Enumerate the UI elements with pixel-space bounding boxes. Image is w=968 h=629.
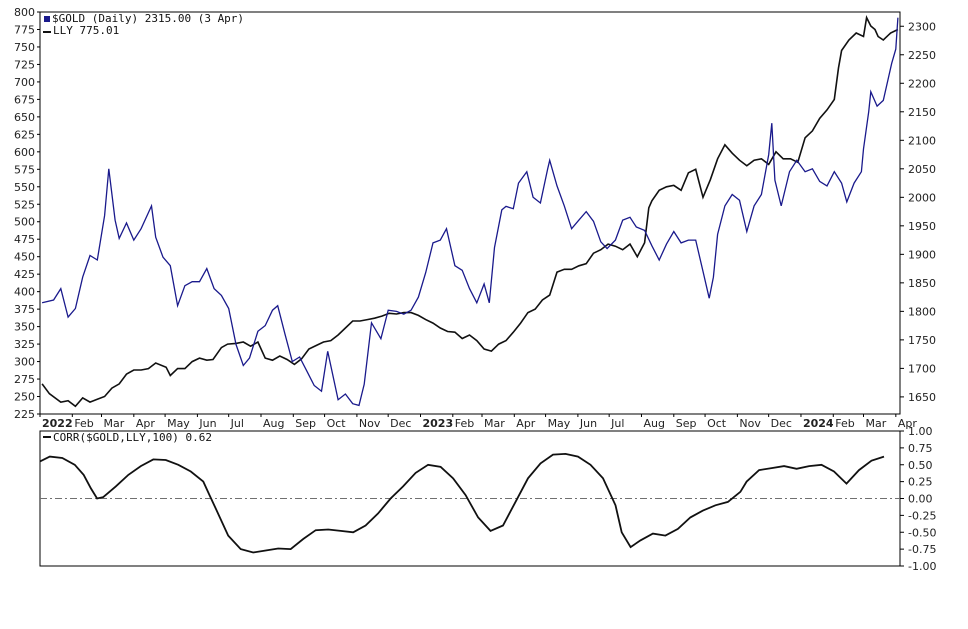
correlation-tick-label: 0.00 [908,493,933,506]
correlation-tick-label: -0.75 [908,543,936,556]
left-axis-tick-label: 750 [14,41,35,54]
date-axis-tick-label: Mar [866,417,887,430]
date-axis-tick-label: Dec [390,417,411,430]
right-axis-tick-label: 1700 [908,362,936,375]
left-axis-tick-label: 300 [14,356,35,369]
right-axis-tick-label: 2200 [908,77,936,90]
line-icon [43,31,51,33]
date-axis-tick-label: Oct [707,417,727,430]
correlation-legend: CORR($GOLD,LLY,100) 0.62 [43,431,212,444]
correlation-line [39,452,885,554]
right-axis-tick-label: 2300 [908,20,936,33]
left-axis-tick-label: 425 [14,268,35,281]
legend-item-lly: LLY 775.01 [43,24,119,37]
date-axis-tick-label: Feb [835,417,854,430]
date-axis-tick-label: Jun [579,417,597,430]
candlestick-icon [44,16,50,22]
legend-label-gold: $GOLD (Daily) 2315.00 (3 Apr) [52,12,244,25]
date-axis-tick-label: Aug [643,417,664,430]
right-axis-tick-label: 2250 [908,49,936,62]
left-axis-tick-label: 675 [14,93,35,106]
gold-price-line [41,17,899,407]
legend-label-correlation: CORR($GOLD,LLY,100) 0.62 [53,431,212,444]
date-axis-tick-label: Jun [198,417,216,430]
right-axis-tick-label: 1650 [908,391,936,404]
right-axis-tick-label: 2000 [908,191,936,204]
legend-item-gold: $GOLD (Daily) 2315.00 (3 Apr) [44,12,244,25]
date-axis-tick-label: Jul [230,417,244,430]
left-axis-tick-label: 325 [14,338,35,351]
left-axis-tick-label: 250 [14,391,35,404]
date-axis-tick-label: Oct [327,417,347,430]
left-axis-tick-label: 625 [14,128,35,141]
date-axis-tick-label: May [167,417,190,430]
left-axis-tick-label: 775 [14,23,35,36]
left-axis-tick-label: 800 [14,6,35,19]
date-axis-tick-label: Sep [676,417,697,430]
left-axis-tick-label: 525 [14,198,35,211]
left-axis-tick-label: 275 [14,373,35,386]
left-axis-tick-label: 650 [14,111,35,124]
left-axis-tick-label: 225 [14,408,35,421]
left-axis-tick-label: 450 [14,251,35,264]
right-axis-ticks: 1650 1700 1750 1800 1850 1900 1950 2000 2050 2100… [900,20,936,404]
right-axis-tick-label: 1850 [908,277,936,290]
lly-price-line [41,15,899,408]
price-panel-frame [39,11,901,415]
correlation-panel: 1.00 0.75 0.50 0.25 0.00 -0.25 -0.50 -0.75 -1.00… [39,425,936,573]
date-axis-tick-label: Apr [516,417,536,430]
price-legend: $GOLD (Daily) 2315.00 (3 Apr) LLY 775.01 [43,12,244,37]
left-axis-tick-label: 500 [14,216,35,229]
correlation-tick-label: -1.00 [908,560,936,573]
legend-label-lly: LLY 775.01 [53,24,119,37]
correlation-tick-label: -0.50 [908,526,936,539]
right-axis-tick-label: 2100 [908,134,936,147]
line-icon [43,436,51,438]
left-axis-tick-label: 700 [14,76,35,89]
date-axis-tick-label: Nov [739,417,761,430]
correlation-tick-label: 1.00 [908,425,933,438]
date-axis-tick-label: Feb [455,417,474,430]
date-axis-tick-label: Apr [898,417,918,430]
correlation-tick-label: 0.25 [908,476,933,489]
right-axis-tick-label: 2050 [908,163,936,176]
correlation-tick-label: -0.25 [908,509,936,522]
right-axis-tick-label: 1900 [908,248,936,261]
price-panel: 225 250 275 300 325 350 375 400 425 450 475 500 525 5… [14,6,936,430]
right-axis-tick-label: 1950 [908,220,936,233]
date-axis-ticks: 2022 Feb Mar Apr May Jun Jul Aug Sep Oct Nov Dec 202… [39,414,918,430]
left-axis-tick-label: 375 [14,303,35,316]
right-axis-tick-label: 1750 [908,334,936,347]
date-axis-tick-label: Dec [771,417,792,430]
right-axis-tick-label: 1800 [908,305,936,318]
left-axis-tick-label: 400 [14,286,35,299]
date-axis-tick-label: May [548,417,571,430]
date-axis-tick-label: Aug [263,417,284,430]
date-axis-tick-label: Jul [610,417,624,430]
left-axis-tick-label: 350 [14,321,35,334]
correlation-tick-label: 0.50 [908,459,933,472]
date-axis-tick-label: 2022 [42,417,73,430]
left-axis-tick-label: 475 [14,233,35,246]
date-axis-tick-label: Feb [74,417,93,430]
left-axis-tick-label: 600 [14,146,35,159]
date-axis-tick-label: Nov [359,417,381,430]
left-axis-ticks: 225 250 275 300 325 350 375 400 425 450 475 500 525 5… [14,6,40,421]
left-axis-tick-label: 575 [14,163,35,176]
left-axis-tick-label: 725 [14,58,35,71]
correlation-tick-label: 0.75 [908,442,933,455]
correlation-axis-ticks: 1.00 0.75 0.50 0.25 0.00 -0.25 -0.50 -0.75 -1.00 [900,425,936,573]
date-axis-tick-label: Sep [295,417,316,430]
date-axis-tick-label: Mar [104,417,125,430]
left-axis-tick-label: 550 [14,181,35,194]
date-axis-tick-label: Mar [484,417,505,430]
date-axis-tick-label: Apr [136,417,156,430]
date-axis-tick-label: 2023 [422,417,453,430]
right-axis-tick-label: 2150 [908,106,936,119]
date-axis-tick-label: 2024 [803,417,834,430]
